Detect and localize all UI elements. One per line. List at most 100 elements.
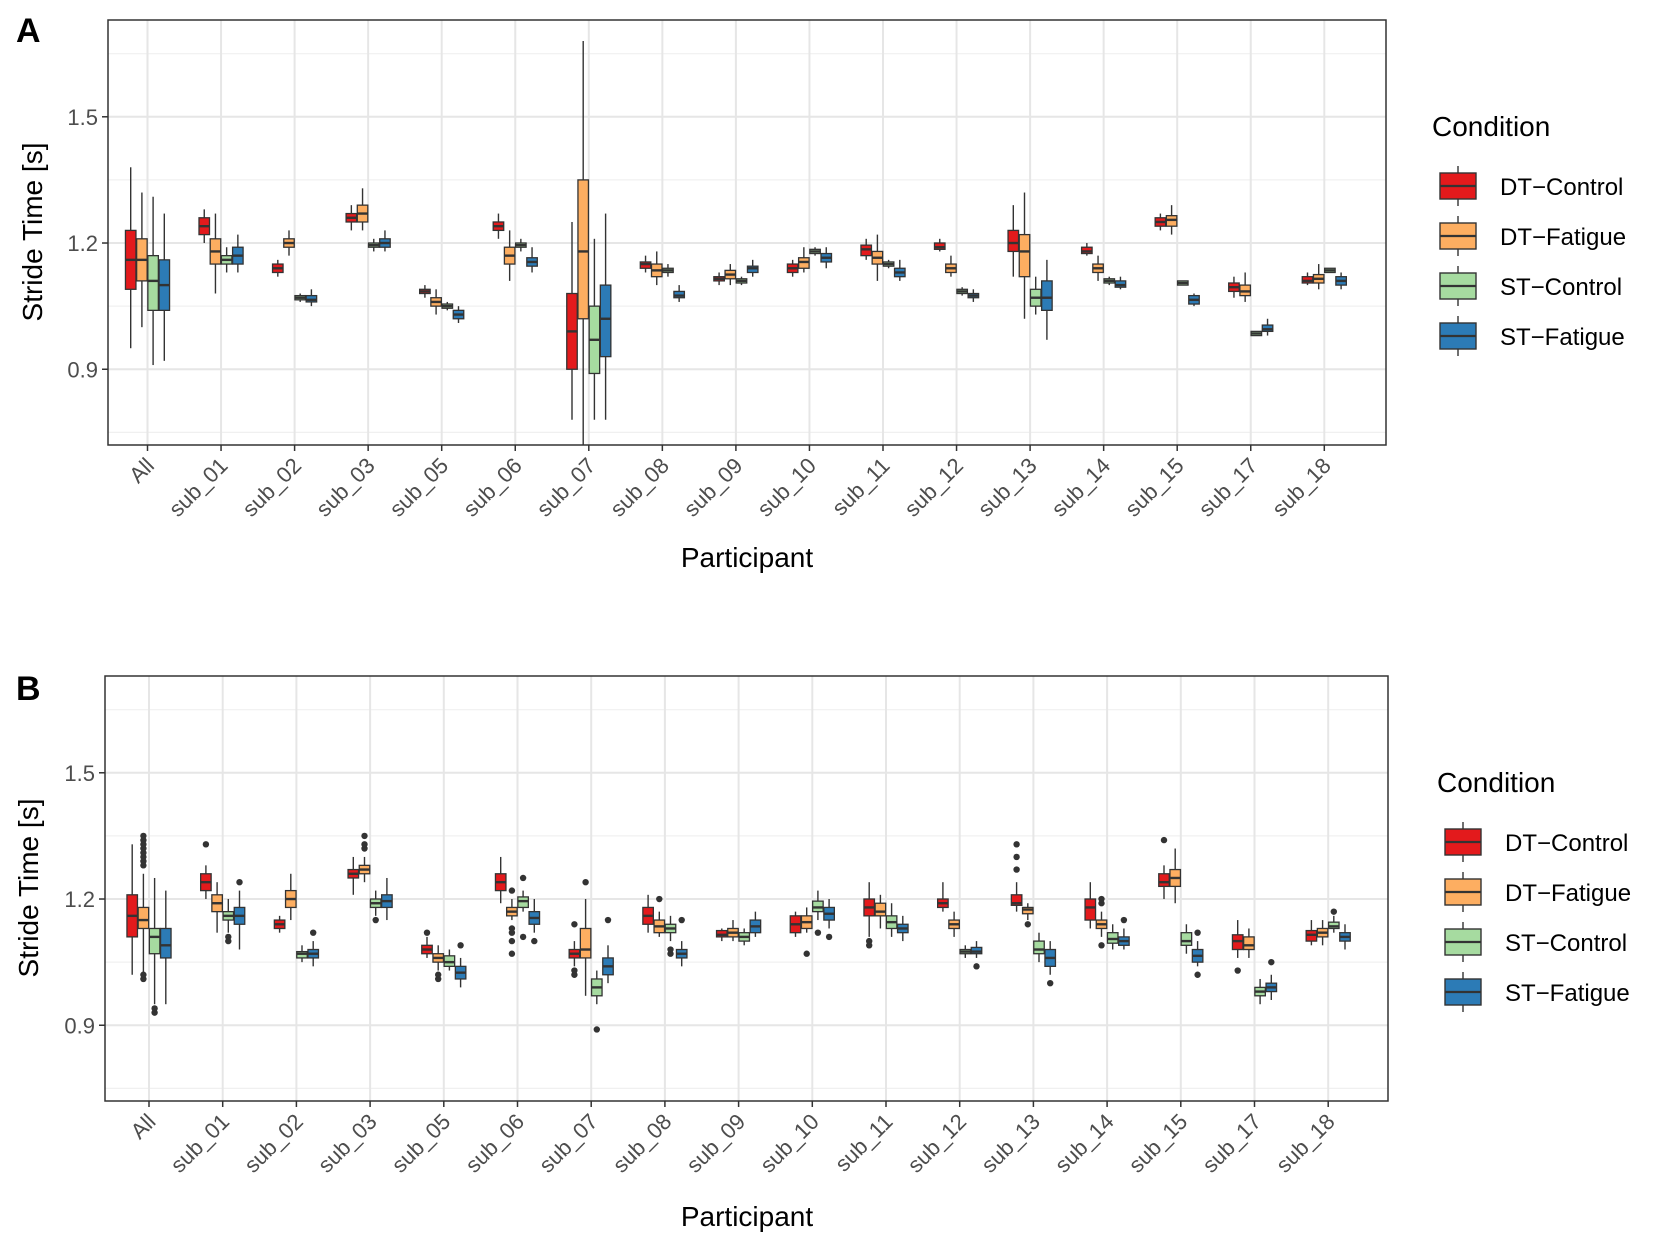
legend-item-st-control: ST−Control — [1439, 266, 1622, 306]
box-body — [1158, 873, 1170, 888]
box-dt-control-sub-07 — [568, 921, 581, 978]
box-dt-control-sub-09 — [715, 928, 728, 942]
outlier-point — [140, 832, 147, 840]
box-st-fatigue-sub-09 — [746, 259, 759, 277]
box-body — [137, 906, 150, 930]
box-dt-fatigue-sub-14 — [1095, 895, 1108, 949]
box-dt-fatigue-sub-12 — [948, 911, 960, 937]
panel-b-y-axis-title: Stride Time [s] — [13, 799, 44, 978]
x-tick-label-sub-12: sub_12 — [903, 1109, 972, 1178]
outlier-point — [508, 950, 516, 957]
box-dt-control-all — [126, 844, 139, 975]
box-st-fatigue-sub-07 — [602, 916, 614, 984]
box-st-control-sub-02 — [294, 293, 307, 302]
outlier-point — [656, 895, 663, 903]
panel-b: B 0.91.21.5 All sub_01 sub_02 sub_03 sub_05 s… — [13, 670, 1631, 1232]
outlier-point — [508, 929, 516, 936]
outlier-point — [593, 1026, 600, 1033]
box-st-control-sub-13 — [1029, 276, 1042, 315]
outlier-point — [1013, 841, 1020, 848]
x-tick-label-sub-18: sub_18 — [1267, 453, 1336, 522]
box-dt-fatigue-sub-11 — [871, 234, 884, 281]
box-dt-control-sub-02 — [273, 915, 286, 933]
box-body — [1041, 280, 1053, 311]
box-dt-control-sub-08 — [639, 255, 652, 273]
outlier-point — [457, 942, 464, 949]
box-st-fatigue-sub-10 — [823, 899, 835, 941]
box-body — [1243, 936, 1255, 951]
panel-b-legend: Condition DT−Control DT−Fatigue ST−Control… — [1437, 767, 1631, 1012]
box-dt-control-sub-05 — [418, 285, 431, 298]
box-st-fatigue-sub-13 — [1041, 259, 1053, 340]
panel-a-legend-title: Condition — [1432, 111, 1550, 142]
box-st-fatigue-sub-17 — [1261, 318, 1274, 336]
box-dt-control-sub-10 — [789, 911, 802, 937]
box-st-control-sub-03 — [369, 890, 382, 924]
box-st-fatigue-sub-06 — [528, 899, 541, 945]
box-dt-fatigue-sub-02 — [284, 873, 297, 921]
box-st-fatigue-sub-08 — [673, 285, 686, 302]
box-st-fatigue-sub-18 — [1339, 924, 1351, 950]
box-st-control-sub-14 — [1106, 924, 1119, 950]
box-st-control-sub-07 — [588, 238, 601, 420]
panel-a-frame — [107, 19, 1387, 446]
outlier-point — [361, 841, 368, 848]
box-dt-control-sub-14 — [1080, 243, 1093, 256]
box-dt-fatigue-sub-12 — [945, 255, 957, 277]
outlier-point — [678, 916, 685, 924]
box-dt-fatigue-sub-05 — [432, 945, 445, 983]
outlier-point — [803, 950, 810, 957]
outlier-point — [1194, 971, 1201, 978]
box-st-control-sub-11 — [882, 259, 895, 269]
box-st-control-sub-12 — [959, 945, 972, 958]
box-dt-control-sub-01 — [199, 841, 212, 900]
box-st-control-sub-06 — [514, 238, 527, 252]
outlier-point — [1160, 836, 1168, 844]
box-dt-fatigue-sub-17 — [1239, 272, 1252, 302]
x-tick-label-sub-10: sub_10 — [752, 453, 821, 522]
box-body — [1007, 229, 1020, 253]
box-dt-control-sub-12 — [937, 882, 949, 912]
box-dt-control-sub-14 — [1084, 882, 1097, 929]
box-dt-fatigue-sub-05 — [430, 289, 443, 315]
box-st-control-sub-01 — [222, 899, 235, 945]
y-tick-label: 1.2 — [64, 887, 95, 912]
box-dt-control-sub-13 — [1010, 841, 1023, 912]
box-st-fatigue-sub-15 — [1188, 293, 1200, 307]
box-dt-fatigue-sub-14 — [1092, 255, 1104, 281]
box-dt-control-sub-09 — [713, 272, 725, 286]
panel-a-y-axis-title: Stride Time [s] — [17, 143, 48, 322]
panel-a-boxes — [124, 41, 1347, 445]
legend-label: DT−Fatigue — [1500, 224, 1626, 251]
x-tick-label-sub-07: sub_07 — [534, 1109, 603, 1178]
box-dt-control-sub-15 — [1158, 836, 1170, 900]
x-tick-label-sub-09: sub_09 — [681, 1109, 750, 1178]
box-dt-fatigue-all — [135, 192, 148, 328]
outlier-point — [531, 937, 538, 945]
x-tick-label-sub-07: sub_07 — [532, 453, 601, 522]
box-st-control-sub-18 — [1327, 908, 1340, 933]
legend-label: ST−Control — [1500, 274, 1622, 301]
box-dt-control-sub-07 — [566, 221, 578, 420]
box-dt-control-sub-11 — [860, 238, 873, 260]
legend-item-dt-control: DT−Control — [1439, 166, 1623, 206]
box-st-fatigue-sub-02 — [305, 289, 318, 307]
box-dt-fatigue-sub-11 — [874, 894, 887, 929]
outlier-point — [571, 921, 578, 928]
outlier-point — [508, 887, 516, 894]
y-tick-label: 0.9 — [64, 1013, 95, 1038]
box-st-fatigue-sub-12 — [967, 289, 980, 302]
box-body — [579, 927, 592, 959]
legend-item-st-control: ST−Control — [1444, 922, 1627, 962]
box-dt-fatigue-sub-18 — [1312, 264, 1325, 290]
box-dt-control-sub-02 — [271, 259, 284, 277]
box-dt-fatigue-sub-10 — [800, 907, 813, 957]
outlier-point — [423, 929, 431, 936]
outlier-point — [582, 878, 589, 886]
x-tick-label-sub-02: sub_02 — [237, 453, 306, 522]
box-st-control-sub-10 — [812, 890, 824, 936]
box-dt-control-sub-15 — [1154, 213, 1167, 231]
box-dt-fatigue-sub-13 — [1021, 903, 1034, 928]
box-st-fatigue-sub-11 — [896, 915, 909, 942]
box-dt-fatigue-sub-08 — [650, 251, 663, 286]
